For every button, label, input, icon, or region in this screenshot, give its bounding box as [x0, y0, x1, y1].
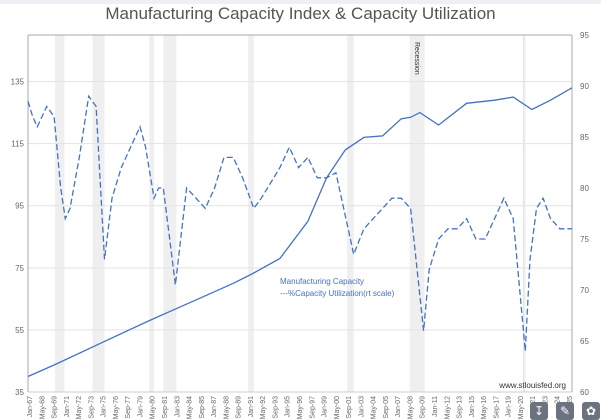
- x-tick-label: Sep-97: [309, 396, 316, 419]
- x-tick-label: 23: [542, 396, 549, 404]
- x-tick-label: Jan-99: [322, 396, 329, 418]
- right-tick-label: 85: [580, 133, 589, 142]
- right-tick-label: 65: [580, 337, 589, 346]
- recession-band: [92, 35, 105, 392]
- chart-title: Manufacturing Capacity Index & Capacity …: [105, 4, 496, 23]
- annotate-icon[interactable]: ✎: [556, 402, 574, 420]
- x-tick-label: Jan-07: [395, 396, 402, 418]
- download-icon[interactable]: ↧: [530, 402, 548, 420]
- x-tick-label: Jan-87: [211, 396, 218, 418]
- x-tick-label: Sep-85: [199, 396, 206, 419]
- x-tick-label: May-84: [187, 396, 194, 419]
- x-tick-label: Sep-17: [493, 396, 500, 419]
- left-tick-label: 35: [15, 388, 24, 397]
- x-tick-label: Jan-19: [506, 396, 513, 418]
- x-tick-label: Sep-13: [457, 396, 464, 419]
- x-tick-label: Sep-81: [162, 396, 169, 419]
- share-icon[interactable]: ✿: [582, 402, 600, 420]
- left-tick-label: 95: [15, 202, 24, 211]
- x-tick-label: 24: [555, 396, 562, 404]
- x-tick-label: Jan-95: [285, 396, 292, 418]
- x-tick-label: 25: [567, 396, 574, 404]
- x-tick-label: Jan-11: [432, 396, 439, 417]
- x-tick-label: May-00: [334, 396, 341, 419]
- legend-utilization: ---%Capacity Utilization(rt scale): [280, 289, 395, 298]
- x-tick-label: Sep-09: [420, 396, 427, 419]
- x-tick-label: Sep-73: [88, 396, 95, 419]
- right-tick-label: 70: [580, 286, 589, 295]
- recession-band: [149, 35, 154, 392]
- source-label: www.stlouisfed.org: [498, 381, 566, 390]
- left-tick-label: 75: [15, 264, 24, 273]
- left-tick-label: 55: [15, 326, 24, 335]
- x-tick-label: May-92: [260, 396, 267, 419]
- recession-band: [163, 35, 177, 392]
- x-tick-label: Jan-75: [101, 396, 108, 418]
- right-tick-label: 95: [580, 31, 589, 40]
- recession-label: Recession: [413, 42, 420, 75]
- utilization-line: [27, 94, 572, 352]
- x-tick-label: Jan-67: [27, 396, 34, 418]
- x-tick-label: Jan-83: [174, 396, 181, 418]
- x-tick-label: Sep-05: [383, 396, 390, 419]
- x-tick-label: May-16: [481, 396, 488, 419]
- right-tick-label: 75: [580, 235, 589, 244]
- x-tick-label: May-76: [113, 396, 120, 419]
- x-tick-label: May-12: [444, 396, 451, 419]
- right-tick-label: 90: [580, 82, 589, 91]
- capacity-line: [27, 87, 573, 378]
- recession-band: [248, 35, 254, 392]
- right-tick-label: 80: [580, 184, 589, 193]
- recession-band: [523, 35, 526, 392]
- recession-band: [347, 35, 354, 392]
- left-tick-label: 115: [11, 140, 24, 149]
- x-tick-label: Sep-89: [236, 396, 243, 419]
- x-tick-label: Jan-79: [137, 396, 144, 418]
- x-tick-label: Jan-03: [358, 396, 365, 418]
- x-tick-label: May-08: [407, 396, 414, 419]
- x-tick-label: May-04: [371, 396, 378, 419]
- x-tick-label: May-88: [223, 396, 230, 419]
- x-tick-label: Sep-69: [52, 396, 59, 419]
- x-tick-label: Jan-91: [248, 396, 255, 418]
- recession-band: [409, 35, 425, 392]
- x-tick-label: May-80: [150, 396, 157, 419]
- x-tick-label: May-72: [76, 396, 83, 419]
- x-tick-label: Sep-01: [346, 396, 353, 419]
- right-tick-label: 60: [580, 388, 589, 397]
- x-tick-label: Jan-71: [64, 396, 71, 418]
- x-tick-label: 21: [530, 396, 537, 404]
- recession-band: [55, 35, 65, 392]
- x-tick-label: May-68: [39, 396, 46, 419]
- x-tick-label: Sep-77: [125, 396, 132, 419]
- x-tick-label: Sep-93: [272, 396, 279, 419]
- x-tick-label: May-20: [518, 396, 525, 419]
- x-tick-label: May-96: [297, 396, 304, 419]
- legend-capacity: Manufacturing Capacity: [280, 277, 364, 286]
- left-tick-label: 135: [11, 78, 25, 87]
- x-tick-label: Jan-15: [469, 396, 476, 418]
